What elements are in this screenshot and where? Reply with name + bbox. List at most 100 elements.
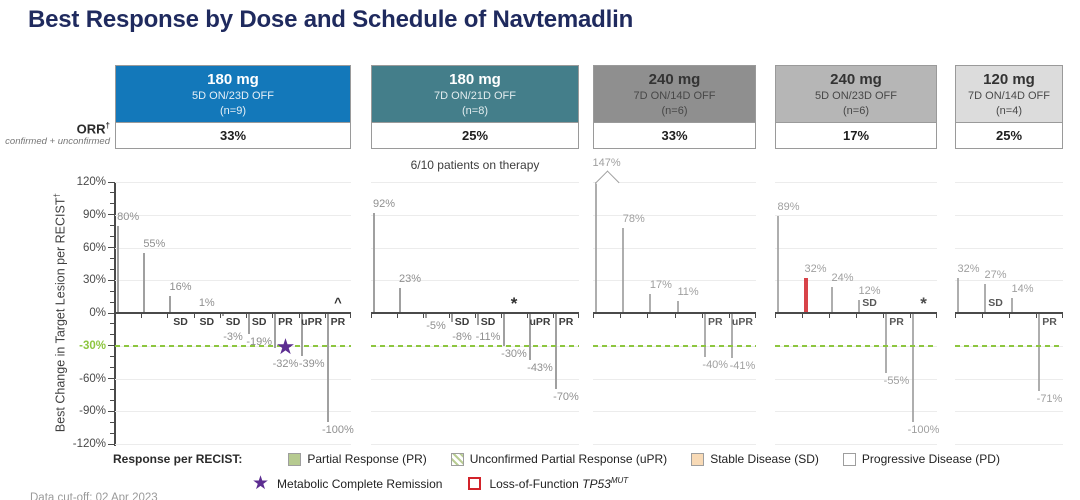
gridline: [955, 378, 1063, 380]
gridline: [371, 280, 579, 282]
gridline: [371, 444, 579, 445]
bar-value-label: -11%: [475, 331, 501, 343]
gridline: [593, 214, 756, 216]
asterisk-mark: *: [510, 294, 518, 313]
upr-swatch-icon: [450, 452, 464, 466]
panel2-note: 6/10 patients on therapy: [410, 158, 540, 172]
pr-swatch-icon: [288, 452, 302, 466]
x-axis-tick: [371, 314, 372, 318]
asterisk-mark: *: [920, 294, 927, 313]
y-axis-tick-label: 90%: [82, 208, 106, 221]
legend-label-tp53: Loss-of-Function TP53MUT: [489, 476, 629, 491]
x-axis-tick: [910, 314, 911, 318]
x-axis-tick: [272, 314, 273, 318]
bar-response-label: SD: [251, 316, 267, 328]
tp53-red-box-icon: [468, 477, 482, 490]
bar-value-label: 11%: [677, 285, 699, 298]
bar-value-label: -40%: [702, 358, 729, 371]
x-axis-tick: [755, 314, 756, 318]
bar-value-label: 32%: [804, 263, 827, 276]
schedule-label: 7D ON/14D OFF: [968, 90, 1050, 102]
x-axis-tick: [936, 314, 937, 318]
legend-markers: ★ Metabolic Complete Remission Loss-of-F…: [252, 474, 628, 493]
gridline: [775, 444, 937, 445]
n-label: (n=6): [661, 105, 688, 117]
x-axis-tick: [675, 314, 676, 318]
zero-axis-line: [593, 312, 756, 314]
y-axis-minor-tick: [110, 323, 114, 325]
y-axis-minor-tick: [110, 203, 114, 205]
dose-header-top: 180 mg 5D ON/23D OFF (n=9): [116, 66, 350, 122]
threshold-line-minus30: [775, 344, 937, 347]
x-axis-tick: [593, 314, 594, 318]
x-axis-tick: [299, 314, 300, 318]
x-axis-tick: [501, 314, 502, 318]
y-axis-minor-tick: [110, 225, 114, 227]
schedule-label: 7D ON/14D OFF: [633, 90, 716, 102]
bar-response-label: SD: [862, 297, 877, 309]
n-label: (n=8): [462, 105, 488, 117]
bar-value-label: -3%: [223, 331, 243, 343]
y-axis-minor-tick: [110, 367, 114, 369]
legend-item-pd: Progressive Disease (PD): [842, 452, 1000, 466]
dose-header: 180 mg 5D ON/23D OFF (n=9) 33%: [115, 65, 351, 149]
metabolic-cr-star-icon: ★: [275, 333, 296, 359]
x-axis-tick: [527, 314, 528, 318]
y-axis-major-tick: [108, 378, 114, 379]
bar-response-label: SD: [199, 316, 215, 328]
x-axis-tick: [475, 314, 476, 318]
legend-recist: Response per RECIST: Partial Response (P…: [113, 452, 1024, 466]
y-axis-major-tick: [108, 443, 114, 445]
y-axis-tick-label: -120%: [72, 438, 106, 450]
x-axis-tick: [829, 314, 830, 318]
gridline: [593, 247, 756, 249]
bar-value-label: 32%: [957, 263, 980, 276]
gridline: [955, 444, 1063, 445]
zero-axis-line: [115, 312, 351, 314]
bar-value-label: -55%: [883, 375, 910, 388]
schedule-label: 5D ON/23D OFF: [192, 90, 274, 102]
bar-response-label: PR: [558, 316, 574, 328]
x-axis-tick: [647, 314, 648, 318]
y-axis-major-tick: [108, 312, 114, 314]
n-label: (n=6): [843, 105, 869, 117]
bar-value-label: -19%: [246, 335, 273, 348]
x-axis-tick: [553, 314, 554, 318]
gridline: [371, 411, 579, 413]
y-axis-minor-tick: [110, 399, 114, 401]
y-axis-major-tick: [108, 247, 114, 248]
bar-value-label: -100%: [321, 424, 354, 437]
orr-value: 33%: [594, 122, 755, 148]
x-axis-tick: [1062, 314, 1063, 318]
gridline: [593, 444, 756, 445]
bar-value-label: 24%: [831, 271, 854, 284]
y-axis-tick-label: 0%: [89, 307, 106, 319]
bar-response-label: uPR: [529, 316, 551, 328]
x-axis-tick: [578, 314, 579, 318]
gridline: [775, 247, 937, 249]
gridline: [775, 214, 937, 216]
bar-response-label: PR: [889, 316, 904, 328]
gridline: [115, 444, 351, 445]
bar-value-label: -100%: [907, 424, 940, 437]
bar-response-label: PR: [278, 316, 293, 328]
bar-value-label: -71%: [1036, 392, 1063, 405]
legend-item-upr: Unconfirmed Partial Response (uPR): [450, 452, 667, 466]
y-axis-major-tick: [108, 410, 114, 412]
bar-value-label: -39%: [298, 357, 325, 370]
y-axis-minor-tick: [110, 268, 114, 270]
bar-value-label: 80%: [117, 210, 140, 223]
caret-mark: ^: [334, 295, 342, 310]
y-axis-minor-tick: [110, 236, 114, 238]
bar-pd: [622, 227, 625, 313]
legend-label-metabolic-cr: Metabolic Complete Remission: [277, 476, 443, 491]
bar-value-label: 27%: [984, 268, 1007, 281]
zero-axis-line: [371, 312, 579, 314]
x-axis-tick: [802, 314, 803, 318]
y-axis-minor-tick: [110, 290, 114, 292]
y-axis-major-tick: [108, 214, 114, 216]
gridline: [593, 280, 756, 282]
data-cutoff-note: Data cut-off: 02 Apr 2023: [30, 492, 158, 500]
waterfall-panel: 80% 55% 16% SD 1% SD -3% SD -19% SD -32% PR ★ -39% uPR…: [115, 182, 354, 446]
bar-response-label: uPR: [301, 316, 323, 328]
